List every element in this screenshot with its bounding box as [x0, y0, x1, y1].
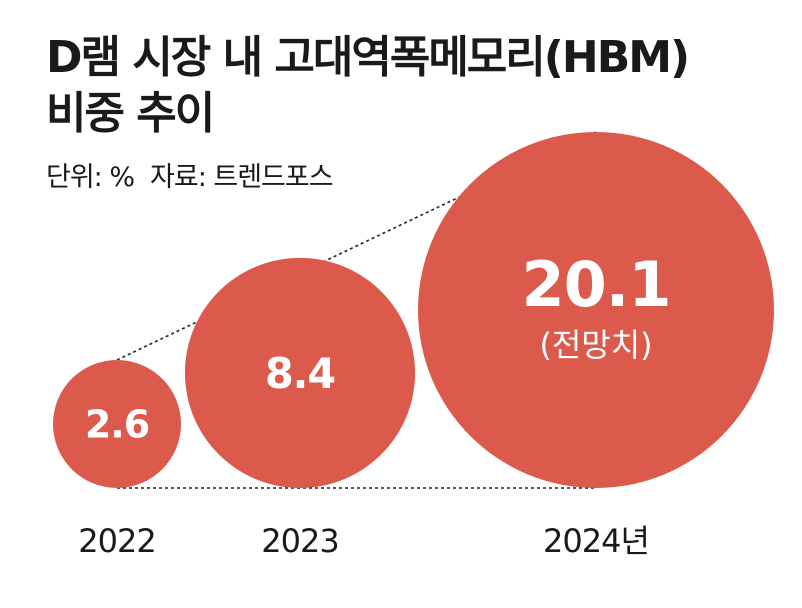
chart-title-line-2: 비중 추이 [46, 88, 215, 139]
category-label-2024년: 2024년 [543, 522, 649, 560]
source-label: 자료: 트렌드포스 [150, 162, 334, 193]
annotation-label-2024년: (전망치) [539, 326, 652, 364]
chart-title: D램 시장 내 고대역폭메모리(HBM) 비중 추이 [46, 30, 786, 142]
bubble-2022 [52, 359, 182, 489]
value-label-2024년: 20.1 [522, 248, 671, 321]
top-guide [116, 131, 597, 361]
category-label-2023: 2023 [261, 522, 338, 560]
chart-title-line-1: D램 시장 내 고대역폭메모리(HBM) [46, 32, 690, 83]
bubble-2024년 [418, 132, 774, 488]
category-label-2022: 2022 [78, 522, 155, 560]
chart-meta: 단위: % 자료: 트렌드포스 [46, 160, 334, 196]
value-label-2022: 2.6 [85, 403, 149, 447]
bubble-2023 [184, 257, 416, 489]
value-label-2023: 8.4 [265, 350, 335, 398]
unit-label: 단위: % [46, 162, 135, 193]
